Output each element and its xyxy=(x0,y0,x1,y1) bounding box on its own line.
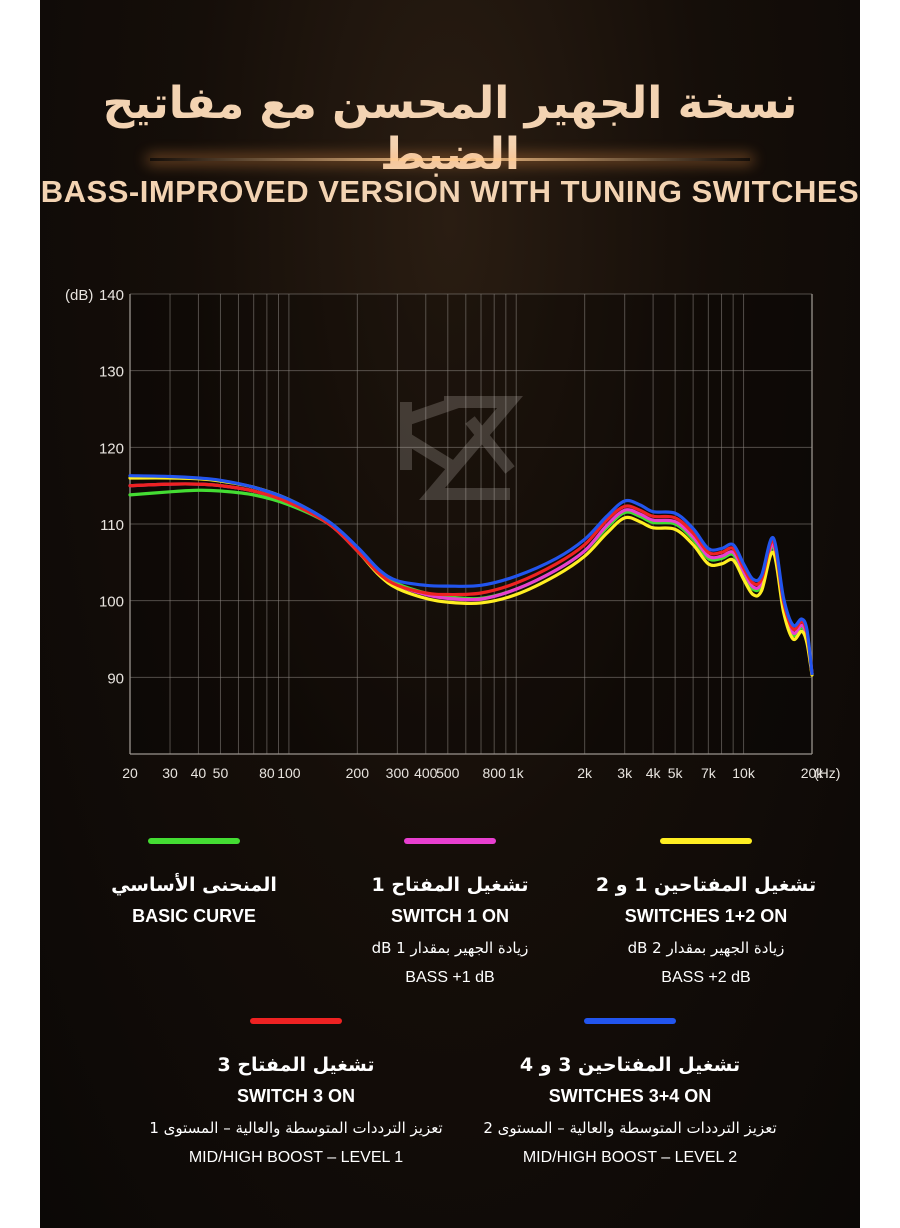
y-tick-label: 100 xyxy=(99,594,124,611)
legend-swatch-magenta xyxy=(404,838,496,844)
y-unit-label: (dB) xyxy=(65,287,93,304)
legend-desc-ar: زيادة الجهير بمقدار 1 dB xyxy=(371,939,529,957)
x-tick-label: 4k xyxy=(646,765,662,781)
legend-title-ar: تشغيل المفتاحين 3 و 4 xyxy=(519,1054,741,1076)
y-tick-label: 140 xyxy=(99,287,124,304)
legend-desc-en: BASS +1 dB xyxy=(405,969,495,986)
x-tick-label: 40 xyxy=(191,765,207,781)
legend-title-en: SWITCH 1 ON xyxy=(390,906,509,926)
x-tick-label: 3k xyxy=(617,765,633,781)
legend-desc-en: MID/HIGH BOOST – LEVEL 2 xyxy=(522,1149,738,1166)
series-line-5 xyxy=(128,474,814,676)
y-tick-label: 130 xyxy=(99,364,124,381)
x-tick-label: 300 xyxy=(386,765,410,781)
x-tick-label: 20 xyxy=(122,765,138,781)
legend-swatch-green xyxy=(148,838,240,844)
legend-title-en: SWITCHES 3+4 ON xyxy=(548,1086,712,1106)
legend-desc-en: BASS +2 dB xyxy=(661,969,751,986)
legend-title-en: SWITCHES 1+2 ON xyxy=(624,906,788,926)
x-tick-label: 7k xyxy=(701,765,717,781)
legend-basic-curve: المنحنى الأساسي BASIC CURVE xyxy=(44,838,344,939)
y-tick-label: 120 xyxy=(99,440,124,457)
legend-title-en: SWITCH 3 ON xyxy=(236,1086,355,1106)
legend-title-ar: تشغيل المفتاح 1 xyxy=(371,874,529,896)
legend-desc-ar: تعزيز الترددات المتوسطة والعالية – المست… xyxy=(149,1119,443,1137)
legend-desc-en: MID/HIGH BOOST – LEVEL 1 xyxy=(188,1149,404,1166)
title-english: BASS-IMPROVED VERSION WITH TUNING SWITCH… xyxy=(40,174,860,209)
legend-title-en: BASIC CURVE xyxy=(132,906,256,926)
x-tick-label: 10k xyxy=(732,765,756,781)
x-tick-label: 2k xyxy=(577,765,593,781)
legend-title-ar: تشغيل المفتاحين 1 و 2 xyxy=(595,874,817,896)
kz-watermark-icon xyxy=(400,396,523,500)
x-tick-label: 400 xyxy=(414,765,438,781)
legend-desc-ar: تعزيز الترددات المتوسطة والعالية – المست… xyxy=(483,1119,777,1137)
x-tick-label: 500 xyxy=(436,765,460,781)
legend-title-ar: المنحنى الأساسي xyxy=(111,874,277,896)
x-tick-label: 30 xyxy=(162,765,178,781)
x-tick-label: 1k xyxy=(509,765,525,781)
x-unit-label: (Hz) xyxy=(814,765,840,781)
legend-switches-1-2: تشغيل المفتاحين 1 و 2 SWITCHES 1+2 ON زي… xyxy=(556,838,856,987)
x-tick-label: 800 xyxy=(483,765,507,781)
legend-swatch-yellow xyxy=(660,838,752,844)
legend-switch-3: تشغيل المفتاح 3 SWITCH 3 ON تعزيز التردد… xyxy=(126,1018,466,1167)
x-tick-label: 200 xyxy=(346,765,370,781)
legend-swatch-red xyxy=(250,1018,342,1024)
legend-swatch-blue xyxy=(584,1018,676,1024)
x-tick-label: 20k xyxy=(801,765,825,781)
y-tick-label: 90 xyxy=(107,670,124,687)
legend-switch-1: تشغيل المفتاح 1 SWITCH 1 ON زيادة الجهير… xyxy=(300,838,600,987)
legend-desc-ar: زيادة الجهير بمقدار 2 dB xyxy=(627,939,785,957)
x-tick-label: 5k xyxy=(668,765,684,781)
legend-title-ar: تشغيل المفتاح 3 xyxy=(217,1054,375,1076)
y-tick-label: 110 xyxy=(100,517,124,534)
title-divider xyxy=(150,158,750,161)
product-panel: نسخة الجهير المحسن مع مفاتيح الضبط BASS-… xyxy=(40,0,860,1228)
title-arabic: نسخة الجهير المحسن مع مفاتيح الضبط xyxy=(102,78,798,180)
x-tick-label: 50 xyxy=(213,765,229,781)
legend-switches-3-4: تشغيل المفتاحين 3 و 4 SWITCHES 3+4 ON تع… xyxy=(460,1018,800,1167)
x-tick-label: 80 xyxy=(259,765,275,781)
x-tick-label: 100 xyxy=(277,765,301,781)
